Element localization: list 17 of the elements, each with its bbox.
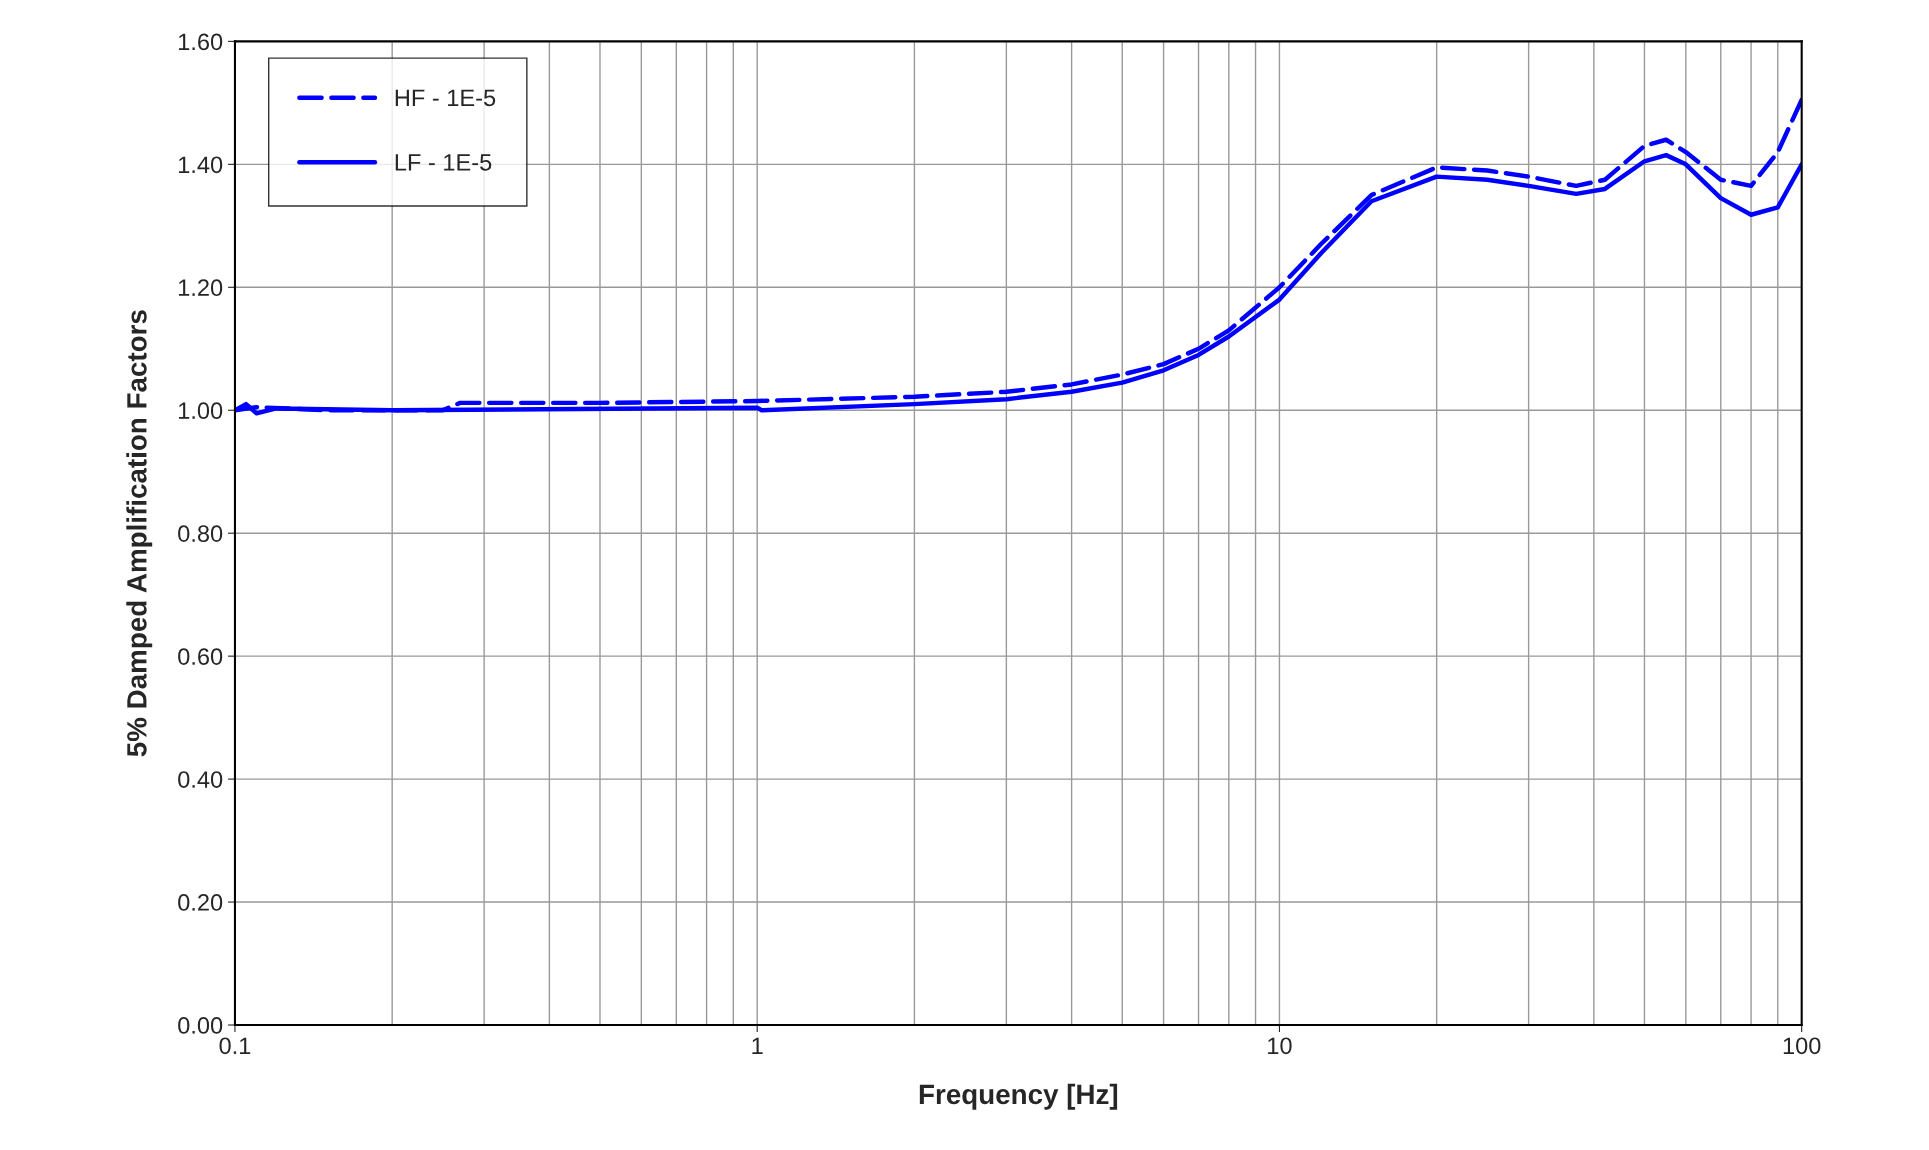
y-tick-label: 0.20 — [178, 894, 223, 911]
y-tick-label: 1.20 — [179, 279, 223, 297]
x-tick-label: 10 — [1268, 1037, 1292, 1055]
x-tick-label: 1 — [752, 1037, 763, 1054]
y-tick-label: 1.60 — [179, 33, 223, 51]
x-tick-label: 0.1 — [219, 1037, 251, 1055]
x-axis-title: Frequency [Hz] — [919, 1083, 1118, 1110]
y-tick-label: 0.00 — [178, 1017, 223, 1034]
y-tick-label: 0.80 — [178, 525, 223, 542]
legend-label: LF - 1E-5 — [395, 154, 492, 171]
y-tick-label: 1.40 — [179, 156, 223, 174]
y-tick-label: 0.60 — [178, 648, 223, 665]
legend-label: HF - 1E-5 — [395, 89, 496, 107]
y-tick-label: 0.40 — [178, 771, 223, 788]
y-tick-label: 1.00 — [179, 402, 223, 420]
y-axis-title: 5% Damped Amplification Factors — [126, 310, 153, 757]
x-tick-label: 100 — [1783, 1037, 1821, 1055]
